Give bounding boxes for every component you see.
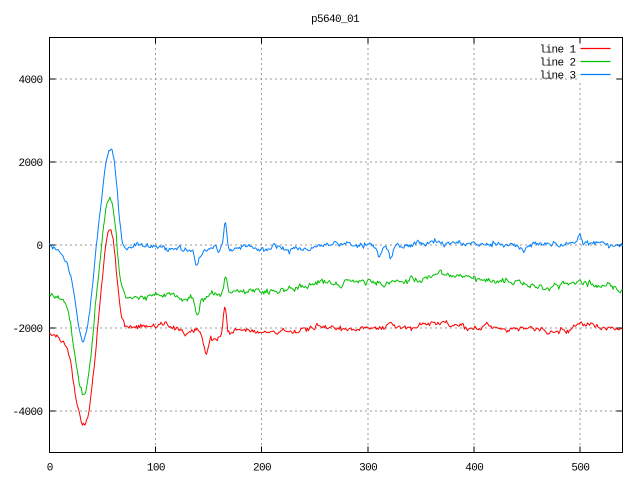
svg-text:line 2: line 2 [539, 58, 575, 70]
svg-text:-2000: -2000 [12, 324, 42, 336]
svg-text:100: 100 [147, 463, 165, 475]
svg-text:4000: 4000 [18, 75, 42, 87]
svg-text:0: 0 [47, 463, 53, 475]
svg-text:0: 0 [36, 241, 42, 253]
svg-text:line 3: line 3 [539, 71, 575, 83]
svg-text:400: 400 [465, 463, 483, 475]
svg-text:line 1: line 1 [539, 45, 576, 57]
svg-text:-4000: -4000 [12, 407, 42, 419]
svg-text:200: 200 [253, 463, 271, 475]
svg-text:300: 300 [359, 463, 377, 475]
svg-text:500: 500 [571, 463, 589, 475]
svg-text:p5640_01: p5640_01 [311, 14, 360, 26]
svg-text:2000: 2000 [18, 158, 42, 170]
